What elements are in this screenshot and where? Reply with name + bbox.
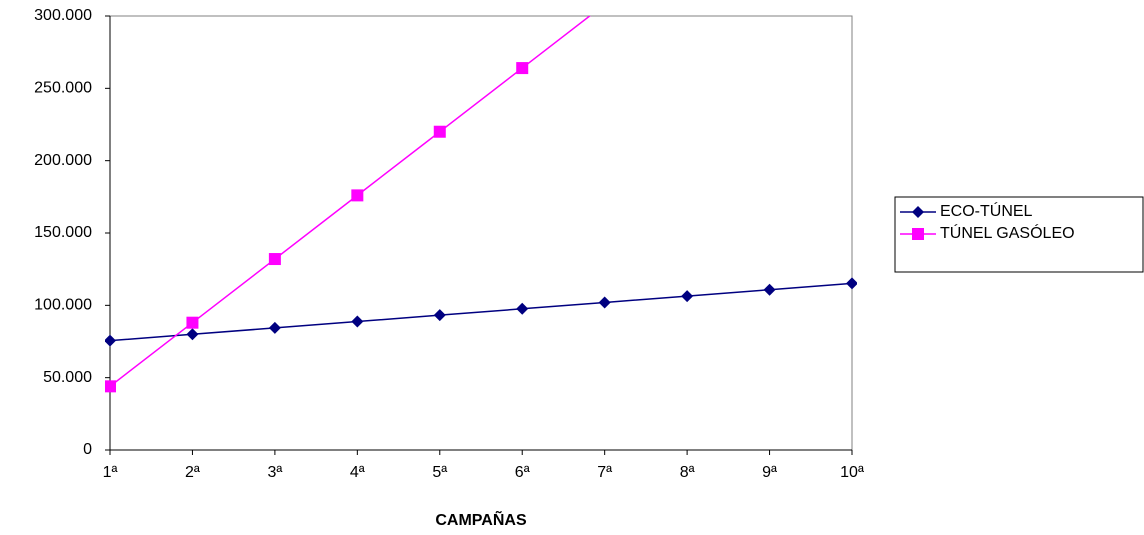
x-tick-label: 8ª — [680, 464, 695, 481]
legend-label: TÚNEL GASÓLEO — [940, 223, 1075, 242]
marker — [268, 253, 281, 266]
marker — [598, 296, 611, 309]
plot-series — [105, 0, 857, 393]
marker — [516, 302, 529, 315]
marker — [846, 277, 857, 290]
line — [109, 16, 591, 387]
marker — [268, 321, 281, 334]
marker — [516, 62, 529, 75]
y-tick-label: 0 — [83, 441, 92, 458]
plot-area — [109, 15, 853, 451]
x-tick-label: 9ª — [762, 464, 777, 481]
marker — [105, 380, 116, 393]
marker — [681, 290, 694, 303]
y-tick-label: 250.000 — [34, 80, 92, 97]
x-tick-label: 6ª — [515, 464, 530, 481]
legend-box — [894, 196, 1144, 273]
legend-marker — [912, 206, 924, 218]
y-tick-label: 300.000 — [34, 7, 92, 24]
marker — [351, 189, 364, 202]
marker — [186, 316, 199, 329]
legend-marker — [912, 228, 924, 240]
x-tick-label: 1ª — [103, 464, 118, 481]
marker — [186, 328, 199, 341]
line — [109, 282, 853, 342]
x-tick-label: 2ª — [185, 464, 200, 481]
marker — [351, 315, 364, 328]
y-tick-label: 200.000 — [34, 152, 92, 169]
marker — [433, 309, 446, 322]
x-axis-title: CAMPAÑAS — [435, 509, 527, 529]
y-tick-label: 150.000 — [34, 224, 92, 241]
x-tick-label: 10ª — [840, 464, 864, 481]
legend-label: ECO-TÚNEL — [940, 201, 1033, 220]
x-tick-label: 3ª — [267, 464, 282, 481]
y-tick-label: 100.000 — [34, 297, 92, 314]
marker — [599, 0, 611, 10]
marker — [105, 334, 116, 347]
x-tick-label: 5ª — [432, 464, 447, 481]
marker — [433, 125, 446, 138]
marker — [763, 283, 776, 296]
x-tick-label: 4ª — [350, 464, 365, 481]
y-tick-label: 50.000 — [43, 369, 92, 386]
x-tick-label: 7ª — [597, 464, 612, 481]
